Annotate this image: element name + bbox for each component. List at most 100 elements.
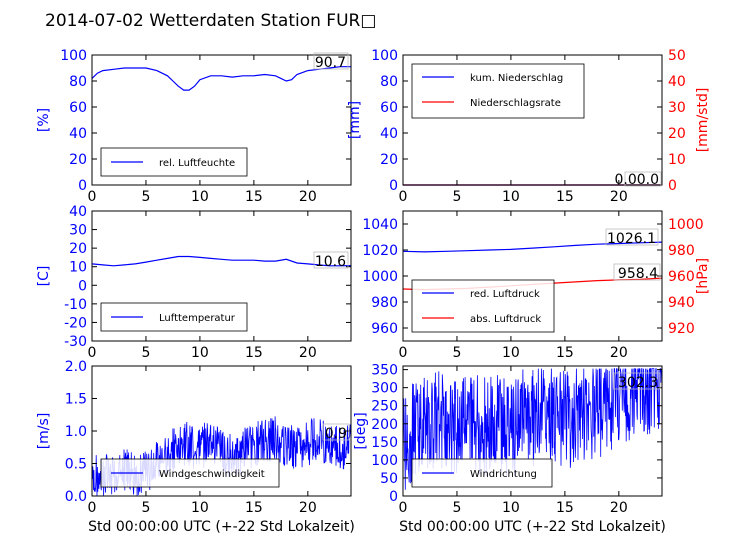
series-line	[402, 241, 663, 253]
y-tick-label: 1040	[362, 217, 398, 233]
legend-label: red. Luftdruck	[470, 289, 540, 300]
x-tick-label: 15	[556, 500, 574, 516]
x-tick-label: 10	[502, 189, 520, 205]
value-annotation-box	[313, 52, 349, 70]
x-tick-label: 0	[88, 189, 97, 205]
y-tick-label: 350	[371, 363, 398, 379]
legend-label: rel. Luftfeuchte	[159, 158, 235, 169]
x-tick-label: 10	[191, 189, 209, 205]
legend-label: Niederschlagsrate	[470, 98, 561, 109]
x-tick-label: 0	[88, 345, 97, 361]
x-tick-label: 15	[556, 189, 574, 205]
plot-frame	[402, 365, 663, 497]
chart-panel: 0 5 10 15 20 0 20 40 60 80 100 0 10 20 30 40 50 [mm/std] […	[347, 48, 711, 205]
y-tick-label: 20	[380, 152, 398, 168]
chart-panel: 0 5 10 15 20 960 980 1000 1020 1040 920 940 960 980 10…	[362, 210, 711, 361]
y-tick-label: -30	[64, 334, 87, 350]
y-tick-label: 50	[380, 471, 398, 487]
y2-tick-label: 10	[668, 152, 686, 168]
legend-box	[411, 63, 585, 119]
value-annotation: 1026.1	[607, 231, 656, 247]
y2-tick-label: 0	[668, 178, 677, 194]
y-tick-label: 960	[371, 321, 398, 337]
legend-label: kum. Niederschlag	[470, 73, 563, 84]
series-line	[402, 368, 662, 490]
y2-axis-label: [mm/std]	[695, 88, 711, 153]
x-tick-label: 5	[452, 345, 461, 361]
value-annotation: 302.3	[618, 375, 658, 391]
x-tick-label: 10	[502, 500, 520, 516]
y-tick-label: 30	[69, 223, 87, 239]
value-annotation: 0.9	[325, 426, 347, 442]
y-tick-label: 100	[371, 453, 398, 469]
plot-frame	[91, 54, 352, 186]
x-tick-label: 20	[299, 189, 317, 205]
value-annotation-box	[624, 171, 662, 187]
y-tick-label: 0	[389, 178, 398, 194]
plot-frame	[91, 210, 352, 342]
y-tick-label: 1000	[362, 269, 398, 285]
x-tick-label: 15	[245, 189, 263, 205]
legend-label: abs. Luftdruck	[470, 314, 541, 325]
chart-panel: 0 5 10 15 20 -30 -20 -10 0 10 20 30 40 [C] Lufttempera…	[36, 204, 352, 361]
x-axis-label: Std 00:00:00 UTC (+-22 Std Lokalzeit)	[88, 519, 355, 535]
y-tick-label: 10	[69, 260, 87, 276]
y-tick-label: 980	[371, 295, 398, 311]
y-tick-label: 40	[380, 126, 398, 142]
y-tick-label: 20	[69, 152, 87, 168]
x-tick-label: 20	[299, 500, 317, 516]
y-tick-label: 300	[371, 381, 398, 397]
x-tick-label: 10	[502, 345, 520, 361]
y-tick-label: 0.5	[65, 457, 87, 473]
y-axis-label: [mm]	[347, 101, 363, 139]
plot-frame	[402, 54, 663, 186]
x-tick-label: 5	[141, 500, 150, 516]
value-annotation: 0.00.0	[614, 172, 659, 188]
chart-panel: 0 5 10 15 20 0.0 0.5 1.0 1.5 2.0 [m/s] Std 00:00:00…	[36, 359, 355, 535]
y-tick-label: 80	[380, 74, 398, 90]
x-tick-label: 5	[141, 189, 150, 205]
x-tick-label: 10	[191, 345, 209, 361]
y-tick-label: 100	[371, 48, 398, 64]
value-annotation-box	[613, 263, 661, 281]
y-tick-label: -10	[64, 297, 87, 313]
legend-label: Windrichtung	[470, 469, 537, 480]
y-tick-label: 60	[69, 100, 87, 116]
y-axis-label: [%]	[36, 108, 52, 132]
x-tick-label: 0	[399, 345, 408, 361]
y2-tick-label: 920	[668, 321, 695, 337]
y2-tick-label: 30	[668, 100, 686, 116]
value-annotation-box	[322, 423, 350, 441]
y2-tick-label: 980	[668, 243, 695, 259]
y-tick-label: 0	[78, 178, 87, 194]
x-tick-label: 20	[610, 345, 628, 361]
series-line	[91, 255, 352, 267]
legend-label: Windgeschwindigkeit	[159, 469, 265, 480]
y-tick-label: 150	[371, 435, 398, 451]
y-tick-label: 1020	[362, 243, 398, 259]
value-annotation-box	[313, 251, 349, 269]
value-annotation-box	[613, 372, 661, 390]
x-tick-label: 20	[610, 500, 628, 516]
y-tick-label: 2.0	[65, 359, 87, 375]
y-tick-label: 1.5	[65, 392, 87, 408]
x-tick-label: 15	[245, 500, 263, 516]
y2-tick-label: 960	[668, 269, 695, 285]
x-tick-label: 0	[88, 500, 97, 516]
x-tick-label: 15	[245, 345, 263, 361]
y2-tick-label: 50	[668, 48, 686, 64]
x-tick-label: 15	[556, 345, 574, 361]
x-tick-label: 5	[452, 500, 461, 516]
x-tick-label: 5	[452, 189, 461, 205]
y2-axis-label: [hPa]	[695, 258, 711, 294]
value-annotation: 958.4	[618, 266, 658, 282]
y-tick-label: -20	[64, 315, 87, 331]
y-tick-label: 200	[371, 417, 398, 433]
y-tick-label: 250	[371, 399, 398, 415]
x-tick-label: 20	[299, 345, 317, 361]
value-annotation: 10.6	[315, 254, 346, 270]
series-line	[91, 66, 351, 91]
y-tick-label: 0	[389, 489, 398, 505]
